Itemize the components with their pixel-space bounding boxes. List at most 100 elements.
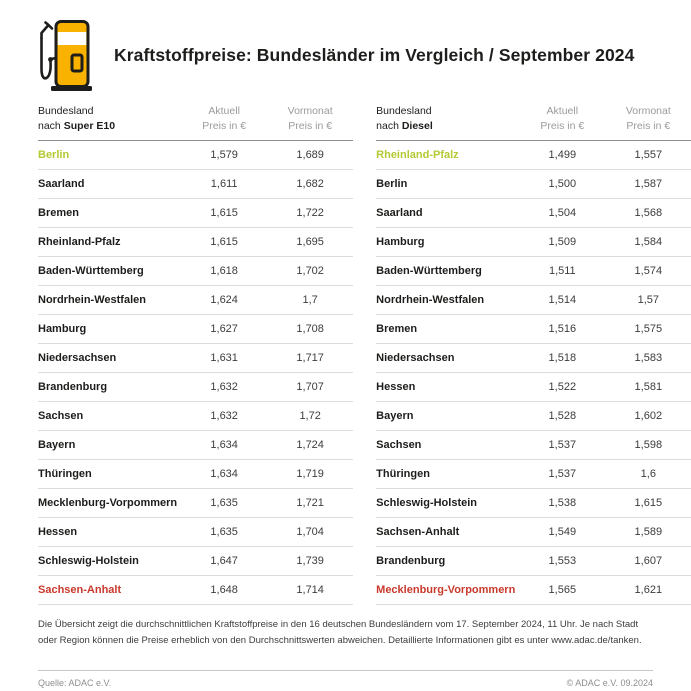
table-row: Bayern 1,528 1,602 <box>376 402 691 432</box>
previous-price: 1,714 <box>296 584 324 597</box>
current-price: 1,624 <box>210 294 238 307</box>
column-header-state: Bundesland nach Diesel <box>376 104 519 133</box>
current-price: 1,516 <box>548 323 577 336</box>
table-row: Berlin 1,500 1,587 <box>376 170 691 200</box>
table-row: Saarland 1,611 1,682 <box>38 170 354 200</box>
current-price: 1,528 <box>548 410 577 423</box>
current-price: 1,499 <box>548 149 577 162</box>
current-price: 1,500 <box>548 178 577 191</box>
table-row: Baden-Württemberg 1,618 1,702 <box>38 257 354 287</box>
current-price: 1,618 <box>210 265 238 278</box>
state-name: Sachsen <box>376 439 422 452</box>
column-header-state-line1: Bundesland <box>376 105 432 117</box>
previous-price: 1,739 <box>296 555 324 568</box>
column-header-current: Aktuell Preis in € <box>181 104 267 133</box>
price-table-super-e10: Bundesland nach Super E10 Aktuell Preis … <box>38 104 354 606</box>
previous-price: 1,702 <box>296 265 324 278</box>
state-name: Saarland <box>376 207 423 220</box>
header: Kraftstoffpreise: Bundesländer im Vergle… <box>38 16 653 94</box>
state-name: Saarland <box>38 178 85 191</box>
table-row: Nordrhein-Westfalen 1,624 1,7 <box>38 286 354 316</box>
previous-price: 1,607 <box>634 555 663 568</box>
previous-price: 1,583 <box>634 352 663 365</box>
previous-price: 1,719 <box>296 468 324 481</box>
current-price: 1,634 <box>210 439 238 452</box>
table-header: Bundesland nach Diesel Aktuell Preis in … <box>376 104 691 142</box>
column-header-previous-line1: Vormonat <box>287 105 333 117</box>
previous-price: 1,557 <box>634 149 663 162</box>
current-price: 1,565 <box>548 584 577 597</box>
table-row: Saarland 1,504 1,568 <box>376 199 691 229</box>
source-left: Quelle: ADAC e.V. <box>38 678 112 689</box>
previous-price: 1,721 <box>296 497 324 510</box>
fuel-name: Super E10 <box>63 119 116 132</box>
column-header-previous: Vormonat Preis in € <box>267 104 353 133</box>
previous-price: 1,587 <box>634 178 663 191</box>
column-header-previous-line2: Preis in € <box>288 119 333 132</box>
previous-price: 1,615 <box>634 497 663 510</box>
state-name: Nordrhein-Westfalen <box>38 294 146 307</box>
previous-price: 1,602 <box>634 410 663 423</box>
previous-price: 1,724 <box>296 439 324 452</box>
previous-price: 1,568 <box>634 207 663 220</box>
current-price: 1,648 <box>210 584 238 597</box>
state-name: Berlin <box>376 178 408 191</box>
table-body: Rheinland-Pfalz 1,499 1,557 Berlin 1,500 1,58… <box>376 141 691 606</box>
current-price: 1,514 <box>548 294 577 307</box>
column-header-current-line2: Preis in € <box>540 119 585 132</box>
previous-price: 1,6 <box>640 468 656 481</box>
current-price: 1,549 <box>548 526 577 539</box>
price-table-diesel: Bundesland nach Diesel Aktuell Preis in … <box>376 104 691 606</box>
previous-price: 1,695 <box>296 236 324 249</box>
table-row: Bremen 1,615 1,722 <box>38 199 354 229</box>
table-row: Niedersachsen 1,631 1,717 <box>38 344 354 374</box>
current-price: 1,611 <box>210 178 238 191</box>
current-price: 1,632 <box>210 381 238 394</box>
column-header-previous: Vormonat Preis in € <box>605 104 691 133</box>
column-header-state-prefix: nach <box>376 119 402 132</box>
previous-price: 1,574 <box>634 265 663 278</box>
state-name: Sachsen-Anhalt <box>38 584 122 597</box>
state-name: Bremen <box>38 207 79 220</box>
previous-price: 1,722 <box>296 207 324 220</box>
current-price: 1,634 <box>210 468 238 481</box>
state-name: Schleswig-Holstein <box>38 555 139 568</box>
table-row: Berlin 1,579 1,689 <box>38 141 354 171</box>
state-name: Rheinland-Pfalz <box>38 236 121 249</box>
table-row: Rheinland-Pfalz 1,615 1,695 <box>38 228 354 258</box>
column-header-state: Bundesland nach Super E10 <box>38 104 181 133</box>
current-price: 1,518 <box>548 352 577 365</box>
table-row: Nordrhein-Westfalen 1,514 1,57 <box>376 286 691 316</box>
source-bar: Quelle: ADAC e.V. © ADAC e.V. 09.2024 <box>38 670 653 688</box>
price-tables: Bundesland nach Super E10 Aktuell Preis … <box>38 104 691 606</box>
table-row: Hessen 1,522 1,581 <box>376 373 691 403</box>
previous-price: 1,575 <box>634 323 663 336</box>
previous-price: 1,57 <box>637 294 660 307</box>
current-price: 1,511 <box>548 265 576 278</box>
table-row: Hamburg 1,509 1,584 <box>376 228 691 258</box>
table-row: Mecklenburg-Vorpommern 1,565 1,621 <box>376 576 691 606</box>
column-header-current-line1: Aktuell <box>546 105 579 117</box>
table-row: Hamburg 1,627 1,708 <box>38 315 354 345</box>
state-name: Bayern <box>376 410 414 423</box>
previous-price: 1,708 <box>296 323 324 336</box>
state-name: Niedersachsen <box>38 352 117 365</box>
state-name: Brandenburg <box>38 381 108 394</box>
state-name: Hamburg <box>38 323 87 336</box>
state-name: Baden-Württemberg <box>376 265 482 278</box>
table-row: Rheinland-Pfalz 1,499 1,557 <box>376 141 691 171</box>
previous-price: 1,707 <box>296 381 324 394</box>
table-row: Baden-Württemberg 1,511 1,574 <box>376 257 691 287</box>
table-row: Sachsen 1,632 1,72 <box>38 402 354 432</box>
previous-price: 1,704 <box>296 526 324 539</box>
fuel-name: Diesel <box>401 119 433 132</box>
column-header-previous-line2: Preis in € <box>626 119 671 132</box>
state-name: Bremen <box>376 323 418 336</box>
column-header-current: Aktuell Preis in € <box>519 104 605 133</box>
table-row: Brandenburg 1,632 1,707 <box>38 373 354 403</box>
table-header: Bundesland nach Super E10 Aktuell Preis … <box>38 104 354 142</box>
previous-price: 1,621 <box>634 584 663 597</box>
previous-price: 1,581 <box>634 381 663 394</box>
state-name: Berlin <box>38 149 70 162</box>
current-price: 1,627 <box>210 323 238 336</box>
